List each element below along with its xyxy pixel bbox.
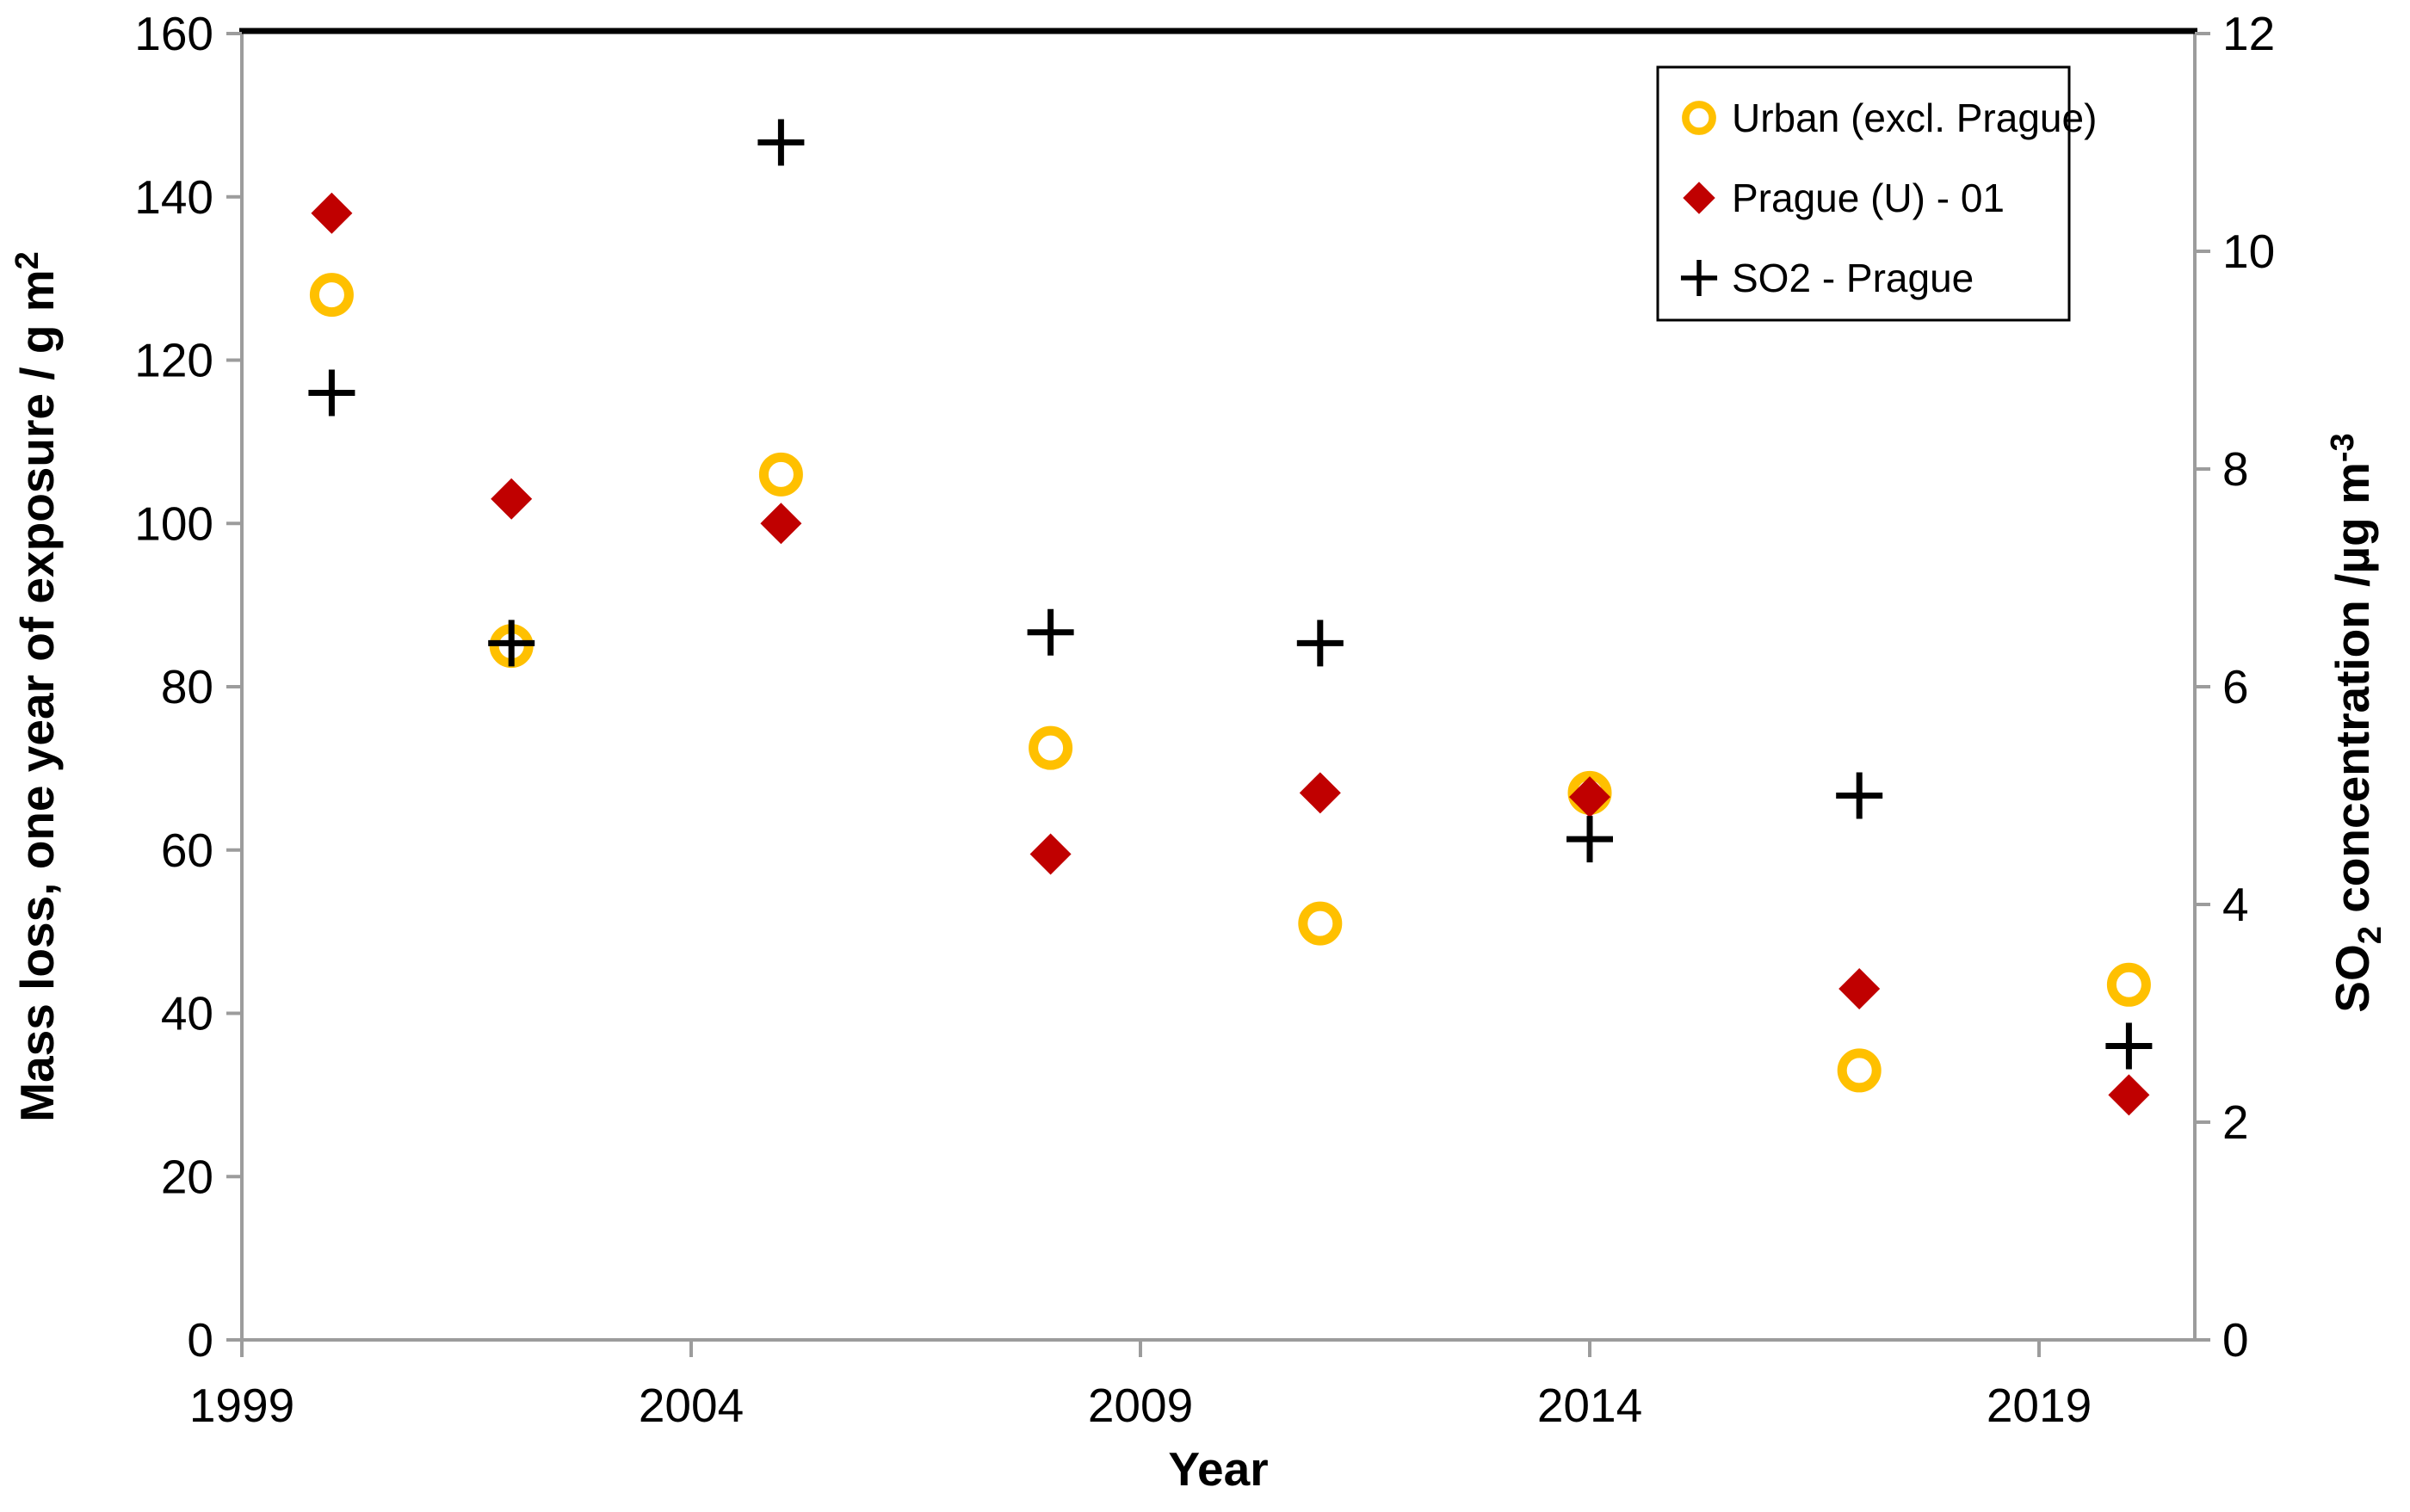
- point-urban-excl-prague: [1837, 1048, 1882, 1093]
- y-right-tick-label: 4: [2222, 878, 2249, 931]
- y-axis-left-title: Mass loss, one year of exposure / g m2: [9, 251, 64, 1122]
- y-left-tick-label: 60: [161, 824, 213, 877]
- point-so2-prague: [1836, 772, 1883, 819]
- point-prague-u-01: [1838, 968, 1881, 1010]
- x-tick-label: 2019: [1987, 1379, 2092, 1432]
- x-tick-label: 2009: [1088, 1379, 1193, 1432]
- point-prague-u-01: [2108, 1074, 2150, 1116]
- point-so2-prague: [488, 620, 535, 667]
- point-so2-prague: [1566, 816, 1613, 863]
- y-left-tick-label: 40: [161, 987, 213, 1040]
- y-right-tick-label: 2: [2222, 1095, 2249, 1149]
- point-so2-prague: [1027, 608, 1074, 656]
- point-prague-u-01: [1029, 833, 1072, 875]
- point-so2-prague: [308, 369, 355, 417]
- point-prague-u-01: [1569, 776, 1610, 818]
- point-so2-prague: [1296, 620, 1344, 667]
- y-right-tick-label: 10: [2222, 225, 2275, 278]
- y-left-tick-label: 160: [134, 7, 213, 60]
- x-tick-label: 2014: [1537, 1379, 1642, 1432]
- point-prague-u-01: [491, 478, 533, 520]
- point-so2-prague: [757, 119, 805, 166]
- point-urban-excl-prague: [1298, 901, 1343, 946]
- y-right-tick-label: 8: [2222, 442, 2249, 496]
- legend-marker-urban-excl-prague: [1682, 101, 1716, 135]
- point-prague-u-01: [1299, 772, 1341, 814]
- legend-label-prague-u-01: Prague (U) - 01: [1732, 176, 2005, 220]
- y-right-tick-label: 12: [2222, 7, 2275, 60]
- y-left-tick-label: 120: [134, 334, 213, 387]
- point-urban-excl-prague: [309, 273, 354, 318]
- point-prague-u-01: [760, 503, 802, 545]
- x-tick-label: 1999: [189, 1379, 294, 1432]
- point-urban-excl-prague: [758, 452, 803, 497]
- x-axis-title: Year: [1168, 1442, 1268, 1496]
- legend-marker-so2-prague: [1680, 259, 1718, 297]
- point-urban-excl-prague: [2106, 962, 2151, 1007]
- y-left-tick-label: 0: [187, 1313, 213, 1367]
- point-prague-u-01: [311, 192, 353, 234]
- legend-label-urban-excl-prague: Urban (excl. Prague): [1732, 96, 2097, 140]
- point-so2-prague: [2105, 1022, 2153, 1070]
- y-right-tick-label: 6: [2222, 660, 2249, 713]
- y-left-tick-label: 140: [134, 170, 213, 224]
- x-tick-label: 2004: [639, 1379, 744, 1432]
- y-left-tick-label: 80: [161, 660, 213, 713]
- legend-marker-prague-u-01: [1683, 182, 1715, 214]
- point-urban-excl-prague: [1029, 725, 1073, 770]
- legend-box: [1656, 65, 2071, 322]
- y-left-tick-label: 20: [161, 1150, 213, 1203]
- legend-label-so2-prague: SO2 - Prague: [1732, 256, 1974, 300]
- y-right-tick-label: 0: [2222, 1313, 2249, 1367]
- y-left-tick-label: 100: [134, 497, 213, 550]
- y-axis-right-title: SO2 concentration /µg m-3: [2325, 433, 2388, 1012]
